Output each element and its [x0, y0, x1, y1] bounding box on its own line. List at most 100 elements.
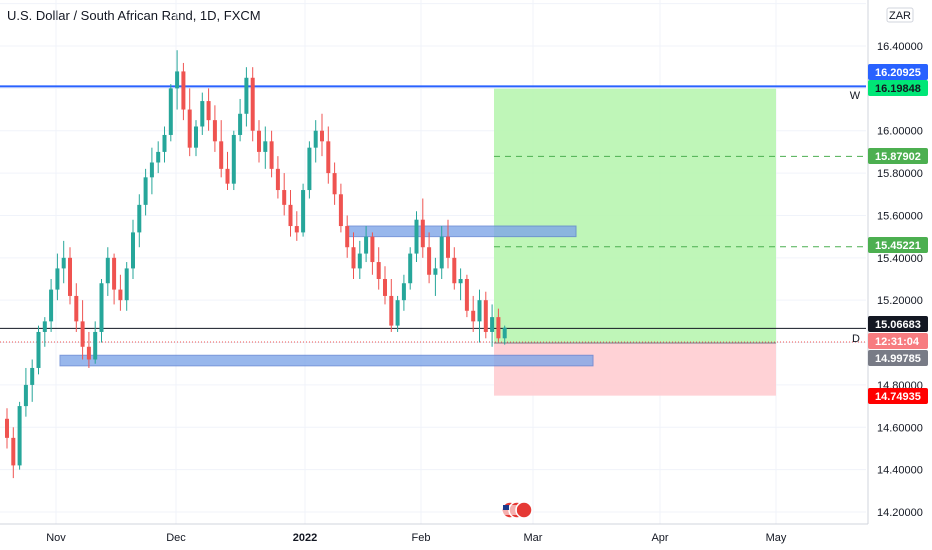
- demand-zone-box: [59, 354, 594, 367]
- candle-body: [332, 173, 337, 195]
- candle-body: [294, 226, 299, 233]
- y-tick-label: 14.60000: [877, 422, 923, 434]
- candle-body: [502, 327, 507, 339]
- us-flag-icon: [501, 501, 533, 519]
- candle-body: [175, 71, 180, 89]
- flag-stripe: [503, 505, 517, 515]
- price-tag: [868, 237, 928, 253]
- candle-body: [257, 130, 261, 152]
- flag-canton: [503, 505, 509, 510]
- candle-body: [250, 77, 255, 131]
- candle-body: [427, 247, 432, 275]
- candle-body: [112, 257, 117, 290]
- x-tick-label: Feb: [412, 532, 431, 544]
- candle-body: [370, 236, 375, 263]
- candle-body: [137, 204, 142, 233]
- price-tag-label: 16.19848: [875, 83, 921, 95]
- candle-body: [212, 120, 217, 142]
- price-tag-label: 15.45221: [875, 240, 921, 252]
- price-tag: [868, 388, 928, 404]
- candle-body: [420, 219, 425, 248]
- price-tag: [868, 350, 928, 366]
- d-label: D: [852, 333, 860, 345]
- candle-body: [439, 236, 444, 269]
- x-tick-label: Nov: [46, 532, 66, 544]
- price-tag: [868, 148, 928, 164]
- candle-body: [446, 236, 450, 258]
- candle-body: [376, 262, 381, 279]
- candle-body: [307, 147, 312, 191]
- candle-body: [61, 257, 66, 269]
- candle-body: [320, 130, 324, 142]
- candle-body: [42, 321, 47, 332]
- candle-body: [313, 130, 318, 148]
- candle-body: [181, 71, 186, 110]
- price-tag-label: 15.06683: [875, 319, 921, 331]
- candle-body: [124, 268, 129, 301]
- y-tick-label: 15.60000: [877, 210, 923, 222]
- y-tick-label: 15.40000: [877, 253, 923, 265]
- candle-body: [149, 162, 154, 178]
- candle-body: [351, 247, 356, 269]
- candle-body: [477, 300, 482, 322]
- candle-body: [414, 219, 419, 254]
- x-tick-label: 2022: [293, 532, 317, 544]
- candle-body: [383, 279, 387, 296]
- y-tick-label: 16.00000: [877, 126, 923, 138]
- candle-body: [187, 109, 192, 148]
- candle-body: [389, 295, 394, 326]
- candle-body: [345, 226, 350, 248]
- price-tag: [868, 80, 928, 96]
- candle-body: [219, 141, 224, 169]
- x-tick-label: Apr: [651, 532, 668, 544]
- candle-body: [326, 141, 331, 174]
- y-tick-label: 16.40000: [877, 41, 923, 53]
- candle-body: [168, 88, 173, 135]
- candle-body: [80, 321, 85, 347]
- candle-body: [433, 268, 438, 275]
- supply-zone-box: [347, 225, 577, 238]
- candle-body: [269, 141, 274, 169]
- price-tag: [868, 316, 928, 332]
- candle-body: [55, 268, 60, 290]
- price-tag-label: 14.74935: [875, 391, 921, 403]
- candle-body: [105, 257, 110, 284]
- candle-body: [464, 279, 469, 311]
- candle-body: [225, 168, 230, 184]
- candle-body: [288, 204, 293, 227]
- candle-body: [162, 134, 167, 152]
- candle-body: [244, 77, 249, 114]
- y-tick-label: 15.20000: [877, 295, 923, 307]
- candle-body: [143, 177, 148, 205]
- candle-body: [206, 101, 211, 121]
- candle-body: [5, 418, 9, 438]
- candle-body: [401, 283, 406, 301]
- candle-body: [231, 134, 236, 184]
- candle-body: [49, 289, 54, 322]
- price-tag-label: 12:31:04: [875, 336, 920, 348]
- candle-body: [282, 190, 287, 205]
- candle-body: [93, 331, 98, 360]
- currency-box: [886, 7, 914, 23]
- y-tick-label: 15.80000: [877, 168, 923, 180]
- candle-body: [458, 279, 463, 284]
- candle-body: [263, 141, 268, 152]
- candle-body: [156, 151, 161, 163]
- flag-circle: [515, 501, 533, 519]
- candle-body: [364, 236, 369, 254]
- candle-body: [74, 295, 79, 322]
- x-tick-label: May: [766, 532, 787, 544]
- candle-body: [275, 168, 280, 191]
- price-tag: [868, 64, 928, 80]
- x-tick-label: Dec: [166, 532, 186, 544]
- candle-body: [86, 346, 91, 360]
- candle-body: [471, 310, 476, 322]
- candle-body: [452, 257, 457, 284]
- candle-body: [200, 101, 205, 127]
- candle-body: [238, 113, 243, 135]
- candle-body: [23, 384, 28, 407]
- price-tag-label: 14.99785: [875, 353, 921, 365]
- candle-body: [68, 257, 72, 296]
- candle-body: [11, 437, 16, 466]
